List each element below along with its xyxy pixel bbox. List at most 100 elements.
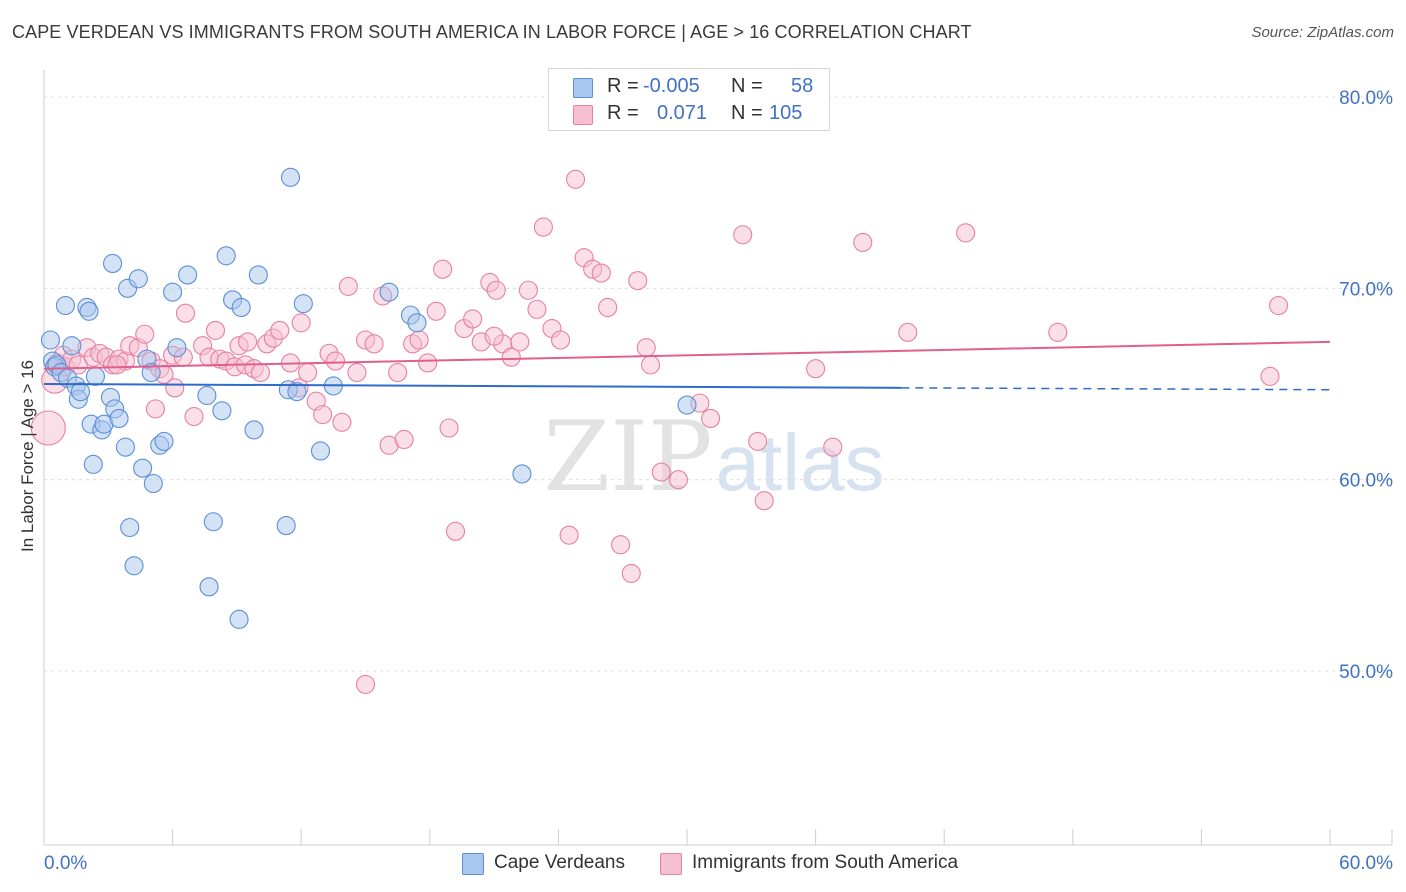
point-immigrant	[238, 332, 258, 352]
point-immigrant	[1260, 366, 1280, 386]
point-immigrant	[325, 351, 346, 371]
point-immigrant	[338, 276, 358, 296]
point-cape-verdean	[197, 385, 217, 406]
point-immigrant	[733, 225, 753, 245]
watermark-atlas: atlas	[716, 418, 885, 507]
chart-title: CAPE VERDEAN VS IMMIGRANTS FROM SOUTH AM…	[12, 22, 972, 42]
point-immigrant	[598, 297, 618, 318]
point-immigrant	[433, 259, 453, 279]
point-immigrant	[611, 535, 631, 555]
point-immigrant	[668, 470, 688, 490]
point-cape-verdean	[248, 265, 268, 285]
point-cape-verdean	[79, 301, 99, 321]
point-cape-verdean	[229, 609, 249, 629]
point-immigrant	[418, 353, 438, 373]
point-immigrant	[748, 431, 768, 451]
legend-n-label: N =	[731, 75, 763, 97]
legend-r-value: 0.071	[657, 102, 708, 124]
point-immigrant	[347, 362, 367, 383]
point-cape-verdean	[85, 366, 105, 386]
point-immigrant	[533, 217, 553, 237]
point-immigrant	[364, 334, 384, 354]
legend-swatch-pink	[573, 105, 593, 125]
point-immigrant	[1048, 322, 1068, 342]
point-immigrant	[409, 330, 429, 350]
point-cape-verdean	[83, 454, 103, 474]
point-cape-verdean	[199, 577, 219, 597]
point-cape-verdean	[154, 431, 174, 451]
point-cape-verdean	[310, 441, 331, 461]
point-cape-verdean	[512, 464, 532, 484]
point-cape-verdean	[276, 516, 296, 536]
legend-n-value: 58	[791, 75, 814, 97]
point-cape-verdean	[163, 282, 183, 302]
point-immigrant	[527, 299, 547, 319]
point-immigrant	[291, 313, 311, 333]
point-cape-verdean	[178, 265, 198, 285]
point-cape-verdean	[55, 296, 75, 316]
point-immigrant	[591, 263, 611, 283]
legend-item-label: Cape Verdeans	[494, 852, 625, 873]
point-immigrant	[298, 362, 318, 383]
point-cape-verdean	[143, 473, 163, 494]
point-immigrant	[651, 462, 671, 482]
point-immigrant	[355, 674, 376, 694]
point-cape-verdean	[70, 382, 90, 402]
point-cape-verdean	[124, 556, 144, 576]
point-cape-verdean	[216, 246, 236, 266]
trend-line-cape-verdeans	[43, 383, 902, 389]
point-cape-verdean	[167, 338, 187, 358]
point-cape-verdean	[280, 167, 301, 187]
point-immigrant	[205, 320, 226, 340]
point-immigrant	[165, 378, 185, 398]
point-immigrant	[559, 525, 579, 545]
point-immigrant	[518, 280, 538, 300]
point-immigrant	[754, 491, 774, 511]
legend-r-label: R =	[607, 75, 639, 97]
point-immigrant	[135, 324, 155, 344]
point-immigrant	[184, 406, 204, 427]
point-cape-verdean	[141, 362, 161, 383]
point-immigrant	[898, 322, 918, 342]
point-immigrant	[628, 271, 648, 291]
x-tick-labels: 0.0% 60.0%	[44, 853, 1393, 874]
y-tick-labels: 50.0% 60.0% 70.0% 80.0%	[1339, 88, 1393, 683]
point-immigrant	[388, 362, 408, 383]
point-cape-verdean	[62, 336, 82, 356]
point-immigrant	[823, 437, 843, 457]
point-immigrant	[1269, 296, 1289, 316]
point-cape-verdean	[379, 282, 399, 302]
legend-r-value: -0.005	[643, 75, 700, 97]
point-cape-verdean	[677, 395, 697, 415]
point-immigrant	[313, 405, 333, 425]
point-immigrant	[439, 418, 459, 438]
point-immigrant	[853, 232, 873, 252]
point-immigrant	[175, 303, 196, 323]
trend-line-immigrants	[43, 340, 1331, 370]
point-immigrant	[332, 412, 352, 432]
point-immigrant	[641, 355, 661, 375]
point-cape-verdean	[133, 458, 153, 478]
x-tick-label-right: 60.0%	[1339, 853, 1393, 874]
scatter-points	[30, 167, 1289, 694]
point-cape-verdean	[40, 330, 60, 350]
y-axis-label: In Labor Force | Age > 16	[18, 359, 37, 553]
point-cape-verdean	[203, 512, 223, 532]
point-cape-verdean	[109, 408, 129, 428]
point-immigrant	[68, 355, 88, 375]
series-legend: Cape Verdeans Immigrants from South Amer…	[0, 851, 1406, 877]
legend-swatch-blue	[573, 78, 593, 98]
point-immigrant	[145, 399, 166, 419]
x-tick-label-left: 0.0%	[44, 853, 87, 874]
point-cape-verdean	[293, 294, 313, 314]
point-immigrant	[621, 563, 641, 583]
correlation-legend: R = -0.005 N = 58 R = 0.071 N = 105	[548, 68, 830, 131]
point-immigrant	[956, 223, 976, 243]
legend-n-value: 105	[769, 102, 803, 124]
point-immigrant	[550, 330, 571, 350]
point-immigrant	[30, 410, 66, 446]
point-immigrant	[484, 326, 504, 346]
legend-item-label: Immigrants from South America	[692, 852, 959, 873]
point-immigrant	[636, 338, 656, 358]
